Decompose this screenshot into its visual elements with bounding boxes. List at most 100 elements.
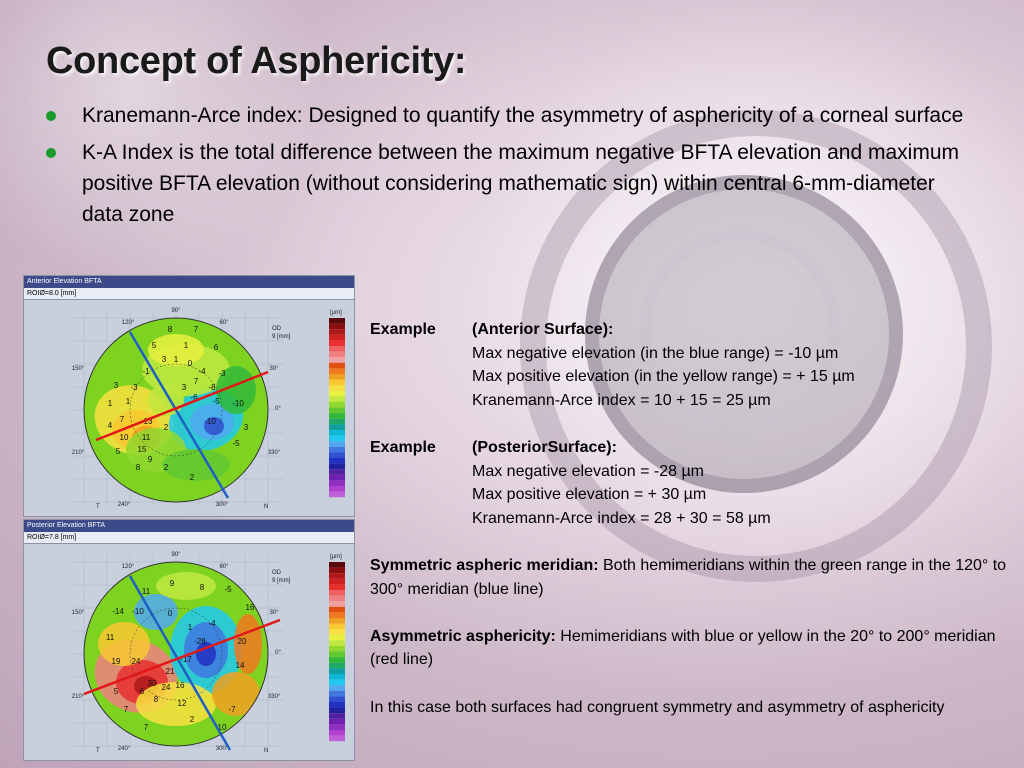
explanation-text: Example (Anterior Surface): Max negative… <box>370 318 1010 719</box>
scale-swatch <box>329 486 345 492</box>
elevation-value: 30 <box>148 679 157 688</box>
scale-swatch <box>329 618 345 624</box>
elevation-value: 2 <box>190 473 195 482</box>
elevation-value: 4 <box>108 421 113 430</box>
slide-title: Concept of Asphericity: <box>46 40 467 82</box>
scale-swatch <box>329 573 345 579</box>
elevation-value: 0 <box>188 359 193 368</box>
map-title: Anterior Elevation BFTA <box>24 276 354 288</box>
scale-swatch <box>329 679 345 686</box>
posterior-elevation-map: Posterior Elevation BFTA ROIØ=7.8 [mm] 9… <box>23 519 355 761</box>
elevation-value: -3 <box>218 369 226 378</box>
map-label-t_label: T <box>96 748 100 754</box>
elevation-value: 3 <box>114 381 119 390</box>
elevation-value: -3 <box>130 383 138 392</box>
elevation-value: 16 <box>176 681 185 690</box>
bullet-item: Kranemann-Arce index: Designed to quanti… <box>46 100 976 131</box>
angle-label: 210° <box>72 694 85 700</box>
elevation-value: 2 <box>190 715 195 724</box>
elevation-region <box>196 642 216 666</box>
red-meridian-line <box>95 370 269 442</box>
map-roi: ROIØ=8.0 [mm] <box>24 288 354 300</box>
scale-unit-label: [µm] <box>330 554 342 560</box>
elevation-value: 10 <box>120 433 129 442</box>
scale-swatch <box>329 446 345 453</box>
elevation-value: -5 <box>232 439 240 448</box>
bullet-list: Kranemann-Arce index: Designed to quanti… <box>46 100 976 236</box>
symmetric-meridian-note: Symmetric aspheric meridian: Both hemime… <box>370 556 1007 598</box>
elevation-value: 5 <box>152 341 157 350</box>
elevation-value: 7 <box>124 705 129 714</box>
elevation-region <box>156 572 216 600</box>
scale-swatch <box>329 724 345 730</box>
angle-label: 210° <box>72 450 85 456</box>
elevation-value: 2 <box>164 463 169 472</box>
elevation-region <box>204 417 224 435</box>
elevation-value: -10 <box>232 399 244 408</box>
elevation-value: -10 <box>132 607 144 616</box>
scale-swatch <box>329 323 345 330</box>
scale-swatch <box>329 474 345 481</box>
scale-swatch <box>329 595 345 602</box>
elevation-region <box>212 672 260 716</box>
scale-swatch <box>329 357 345 363</box>
scale-swatch <box>329 674 345 680</box>
scale-swatch <box>329 480 345 486</box>
angle-label: 60° <box>219 320 229 326</box>
scale-swatch <box>329 629 345 635</box>
conclusion-note: In this case both surfaces had congruent… <box>370 698 945 716</box>
elevation-region <box>148 334 204 366</box>
scale-swatch <box>329 651 345 658</box>
elevation-value: -7 <box>228 705 236 714</box>
scale-swatch <box>329 634 345 641</box>
color-map <box>84 318 268 502</box>
scale-swatch <box>329 685 345 691</box>
elevation-value: 24 <box>132 657 141 666</box>
scale-swatch <box>329 662 345 669</box>
scale-swatch <box>329 623 345 630</box>
angle-label: 300° <box>216 502 229 508</box>
anterior-elevation-map: Anterior Elevation BFTA ROIØ=8.0 [mm] 90… <box>23 275 355 517</box>
scale-swatch <box>329 606 345 613</box>
scale-swatch <box>329 696 345 702</box>
angle-label: 0° <box>275 406 281 412</box>
elevation-value: 9 <box>170 579 175 588</box>
elevation-value: 1 <box>126 397 131 406</box>
scale-swatch <box>329 469 345 475</box>
elevation-value: -4 <box>208 619 216 628</box>
scale-swatch <box>329 396 345 402</box>
elevation-value: 12 <box>178 699 187 708</box>
scale-swatch <box>329 379 345 386</box>
elevation-value: 1 <box>188 623 193 632</box>
blue-meridian-line <box>128 575 232 751</box>
scale-swatch <box>329 601 345 607</box>
zone-border <box>83 317 269 503</box>
elevation-value: 20 <box>238 637 247 646</box>
scale-swatch <box>329 452 345 458</box>
elevation-value: 3 <box>182 383 187 392</box>
elevation-value: 11 <box>106 633 115 642</box>
map-roi: ROIØ=7.8 [mm] <box>24 532 354 544</box>
elevation-value: -10 <box>204 417 216 426</box>
scale-swatch <box>329 735 345 742</box>
elevation-value: -4 <box>198 367 206 376</box>
angle-label: 30° <box>269 610 279 616</box>
elevation-value: -6 <box>190 393 198 402</box>
bullet-dot-icon <box>46 148 56 158</box>
posterior-map-graphic: 90° 120° 60° 150° 30° 0° 210° 330° 240° 300° OD 9 [… <box>24 544 354 759</box>
elevation-value: -5 <box>224 585 232 594</box>
elevation-value: 1 <box>184 341 189 350</box>
scale-swatch <box>329 713 345 719</box>
map-title: Posterior Elevation BFTA <box>24 520 354 532</box>
angle-label: 240° <box>118 746 131 752</box>
elevation-region <box>98 622 150 666</box>
scale-swatch <box>329 491 345 498</box>
scale-swatch <box>329 407 345 414</box>
zone-border <box>83 561 269 747</box>
map-label-unit: 9 [mm] <box>272 578 291 584</box>
bullet-dot-icon <box>46 111 56 121</box>
elevation-value: 10 <box>218 723 227 732</box>
scale-swatch <box>329 612 345 618</box>
angle-label: 150° <box>72 366 85 372</box>
scale-swatch <box>329 418 345 425</box>
